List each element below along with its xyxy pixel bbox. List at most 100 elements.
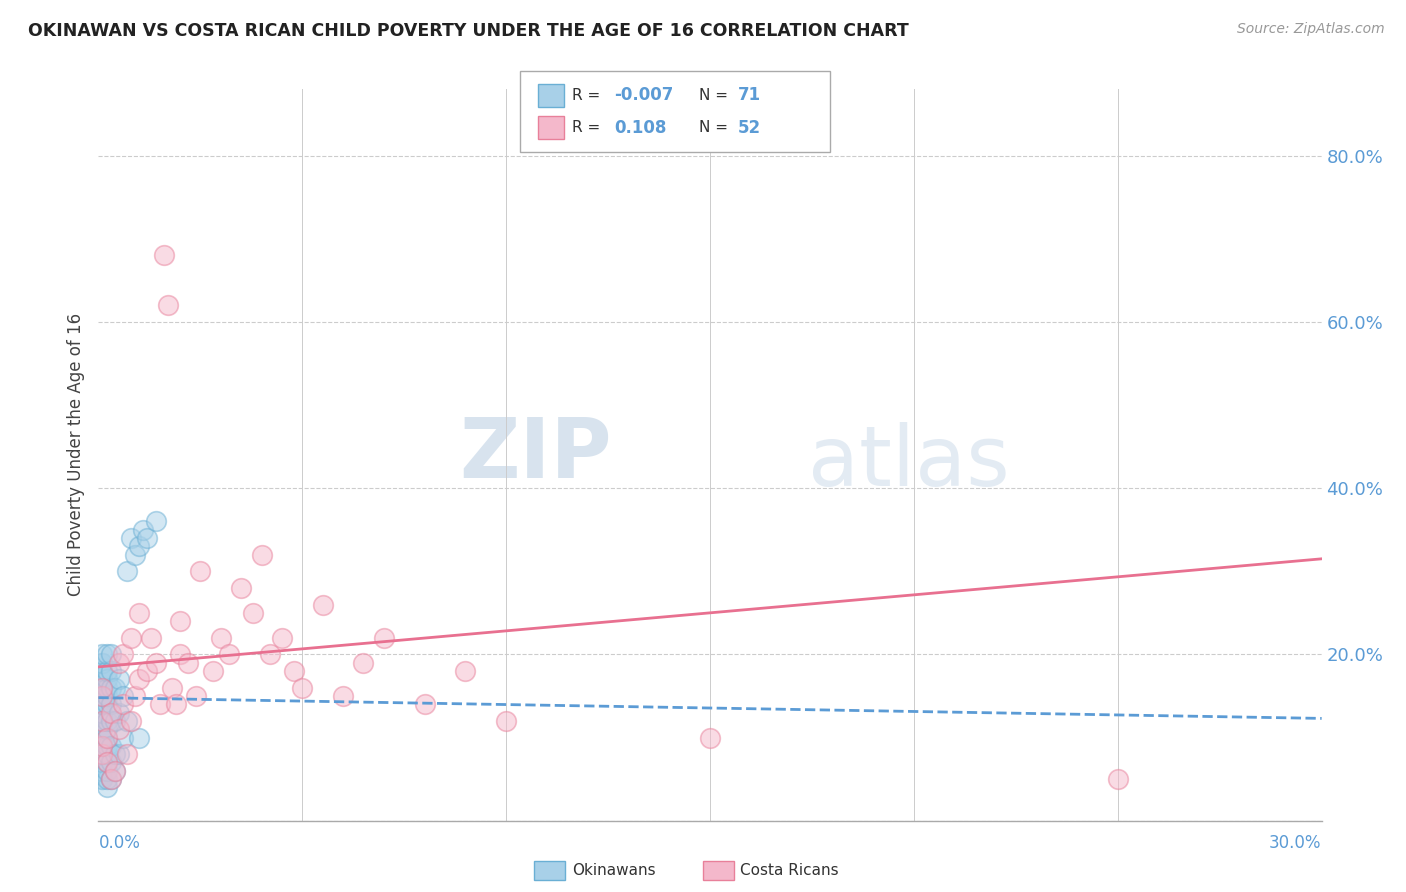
Point [96, 673, 118, 687]
Point [96, 756, 118, 770]
Point [91, 714, 114, 728]
Point [124, 689, 146, 703]
Point [100, 714, 122, 728]
Point [91, 772, 114, 786]
Text: R =: R = [572, 88, 606, 103]
Point [91, 706, 114, 720]
Point [91, 706, 114, 720]
Point [96, 689, 118, 703]
Point [291, 681, 314, 695]
Point [108, 723, 131, 737]
Point [111, 698, 134, 712]
Point [259, 648, 281, 662]
Text: Okinawans: Okinawans [572, 863, 655, 878]
Point [96, 723, 118, 737]
Point [699, 731, 721, 745]
Point [413, 698, 436, 712]
Point [91, 648, 114, 662]
Point [128, 731, 150, 745]
Text: 71: 71 [738, 87, 761, 104]
Point [91, 756, 114, 770]
Point [149, 698, 172, 712]
Text: 0.108: 0.108 [614, 119, 666, 136]
Point [231, 581, 253, 595]
Point [91, 747, 114, 761]
Point [96, 780, 118, 795]
Point [100, 756, 122, 770]
Point [96, 772, 118, 786]
Point [454, 664, 477, 678]
Point [104, 747, 127, 761]
Point [91, 772, 114, 786]
Point [96, 739, 118, 753]
Point [96, 764, 118, 778]
Point [91, 739, 114, 753]
Text: 30.0%: 30.0% [1270, 834, 1322, 852]
Text: atlas: atlas [808, 422, 1010, 503]
Point [115, 564, 138, 578]
Point [100, 739, 122, 753]
Point [160, 681, 183, 695]
Point [104, 764, 127, 778]
Point [91, 673, 114, 687]
Point [91, 714, 114, 728]
Point [91, 739, 114, 753]
Point [91, 747, 114, 761]
Point [91, 731, 114, 745]
Point [177, 656, 200, 670]
Point [91, 673, 114, 687]
Text: N =: N = [699, 120, 733, 135]
Point [100, 681, 122, 695]
Text: OKINAWAN VS COSTA RICAN CHILD POVERTY UNDER THE AGE OF 16 CORRELATION CHART: OKINAWAN VS COSTA RICAN CHILD POVERTY UN… [28, 22, 908, 40]
Point [100, 706, 122, 720]
Point [91, 747, 114, 761]
Point [165, 698, 187, 712]
Y-axis label: Child Poverty Under the Age of 16: Child Poverty Under the Age of 16 [67, 313, 86, 597]
Point [108, 747, 131, 761]
Point [91, 689, 114, 703]
Text: N =: N = [699, 88, 733, 103]
Point [169, 648, 191, 662]
Text: 0.0%: 0.0% [98, 834, 141, 852]
Text: 52: 52 [738, 119, 761, 136]
Point [91, 664, 114, 678]
Point [91, 681, 114, 695]
Point [96, 731, 118, 745]
Point [100, 772, 122, 786]
Point [250, 548, 273, 562]
Point [152, 248, 174, 262]
Point [352, 656, 374, 670]
Point [91, 681, 114, 695]
Text: Costa Ricans: Costa Ricans [740, 863, 838, 878]
Point [96, 747, 118, 761]
Text: Source: ZipAtlas.com: Source: ZipAtlas.com [1237, 22, 1385, 37]
Point [91, 723, 114, 737]
Point [104, 681, 127, 695]
Point [91, 698, 114, 712]
Point [128, 539, 150, 553]
Point [332, 689, 354, 703]
Point [1107, 772, 1129, 786]
Point [145, 515, 167, 529]
Point [136, 531, 159, 545]
Point [91, 714, 114, 728]
Point [91, 664, 114, 678]
Point [108, 706, 131, 720]
Point [201, 664, 224, 678]
Point [104, 714, 127, 728]
Point [100, 698, 122, 712]
Point [120, 631, 142, 645]
Point [111, 731, 134, 745]
Point [115, 714, 138, 728]
Point [96, 664, 118, 678]
Point [91, 756, 114, 770]
Point [91, 764, 114, 778]
Point [156, 298, 179, 312]
Point [120, 531, 142, 545]
Point [209, 631, 232, 645]
Point [96, 681, 118, 695]
Point [124, 548, 146, 562]
Point [91, 698, 114, 712]
Point [96, 714, 118, 728]
Point [186, 689, 208, 703]
